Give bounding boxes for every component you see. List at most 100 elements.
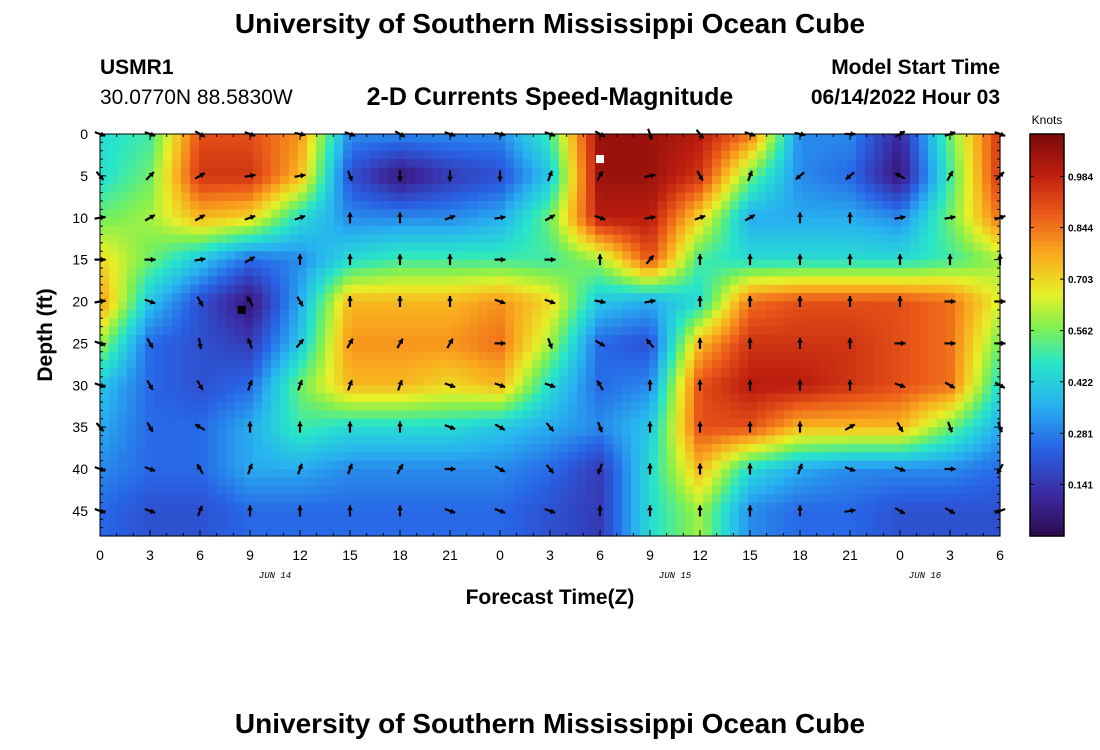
heatmap-cell (667, 494, 677, 504)
heatmap-cell (235, 201, 245, 210)
heatmap-cell (451, 376, 461, 386)
heatmap-cell (676, 184, 686, 194)
heatmap-cell (217, 318, 227, 328)
heatmap-cell (226, 435, 236, 445)
heatmap-cell (757, 268, 767, 277)
heatmap-cell (217, 418, 227, 428)
heatmap-cell (739, 201, 749, 210)
heatmap-cell (838, 242, 848, 252)
heatmap-cell (964, 343, 974, 353)
heatmap-cell (523, 167, 533, 177)
heatmap-cell (973, 201, 983, 210)
heatmap-cell (820, 226, 830, 236)
heatmap-cell (361, 360, 371, 370)
heatmap-cell (523, 410, 533, 420)
heatmap-cell (730, 159, 740, 169)
heatmap-cell (532, 201, 542, 210)
heatmap-cell (379, 519, 389, 529)
heatmap-cell (793, 268, 803, 277)
heatmap-cell (379, 452, 389, 462)
heatmap-cell (199, 150, 209, 160)
heatmap-cell (325, 477, 335, 487)
heatmap-cell (109, 217, 119, 227)
heatmap-cell (433, 318, 443, 328)
heatmap-cell (460, 360, 470, 370)
heatmap-cell (658, 393, 668, 403)
heatmap-cell (289, 351, 299, 361)
heatmap-cell (766, 418, 776, 428)
heatmap-cell (127, 318, 137, 328)
heatmap-cell (172, 418, 182, 428)
heatmap-cell (415, 410, 425, 420)
heatmap-cell (478, 268, 488, 277)
current-vector (144, 466, 156, 472)
heatmap-cell (307, 452, 317, 462)
heatmap-cell (973, 443, 983, 453)
heatmap-cell (235, 360, 245, 370)
heatmap-cell (568, 402, 578, 411)
heatmap-cell (793, 134, 803, 143)
heatmap-cell (109, 443, 119, 453)
heatmap-cell (190, 293, 200, 303)
heatmap-cell (505, 460, 515, 470)
heatmap-cell (757, 201, 767, 210)
heatmap-cell (577, 142, 587, 152)
heatmap-cell (658, 485, 668, 495)
heatmap-cell (595, 309, 605, 319)
current-vector (494, 465, 506, 473)
heatmap-cell (334, 368, 344, 378)
heatmap-cell (712, 293, 722, 303)
heatmap-cell (118, 276, 128, 286)
heatmap-cell (640, 485, 650, 495)
heatmap-cell (154, 309, 164, 319)
heatmap-cell (145, 427, 155, 437)
heatmap-cell (136, 335, 146, 344)
heatmap-cell (712, 410, 722, 420)
heatmap-cell (388, 167, 398, 177)
heatmap-cell (757, 326, 767, 336)
heatmap-cell (307, 519, 317, 529)
heatmap-cell (442, 175, 452, 185)
heatmap-cell (829, 343, 839, 353)
heatmap-cell (604, 343, 614, 353)
heatmap-cell (172, 301, 182, 311)
current-vector (944, 214, 956, 221)
heatmap-cell (397, 502, 407, 512)
heatmap-cell (451, 368, 461, 378)
heatmap-cell (127, 284, 137, 294)
heatmap-cell (496, 460, 506, 470)
heatmap-cell (361, 167, 371, 177)
heatmap-cell (370, 376, 380, 386)
heatmap-cell (136, 485, 146, 495)
heatmap-cell (874, 510, 884, 520)
heatmap-cell (802, 452, 812, 462)
heatmap-cell (946, 293, 956, 303)
heatmap-cell (271, 393, 281, 403)
heatmap-cell (361, 192, 371, 202)
heatmap-cell (289, 427, 299, 437)
heatmap-cell (109, 142, 119, 152)
heatmap-cell (973, 351, 983, 361)
heatmap-cell (730, 142, 740, 152)
heatmap-cell (325, 510, 335, 520)
heatmap-cell (631, 268, 641, 277)
heatmap-cell (748, 485, 758, 495)
heatmap-cell (316, 318, 326, 328)
heatmap-cell (928, 318, 938, 328)
heatmap-cell (505, 284, 515, 294)
heatmap-cell (676, 259, 686, 269)
heatmap-cell (856, 435, 866, 445)
heatmap-cell (820, 276, 830, 286)
heatmap-cell (964, 502, 974, 512)
heatmap-cell (559, 351, 569, 361)
heatmap-cell (937, 443, 947, 453)
current-vector (397, 296, 403, 307)
heatmap-cell (478, 427, 488, 437)
heatmap-cell (748, 477, 758, 487)
heatmap-cell (307, 318, 317, 328)
heatmap-cell (388, 452, 398, 462)
heatmap-cell (703, 251, 713, 261)
heatmap-cell (532, 351, 542, 361)
heatmap-cell (244, 368, 254, 378)
heatmap-cell (487, 351, 497, 361)
